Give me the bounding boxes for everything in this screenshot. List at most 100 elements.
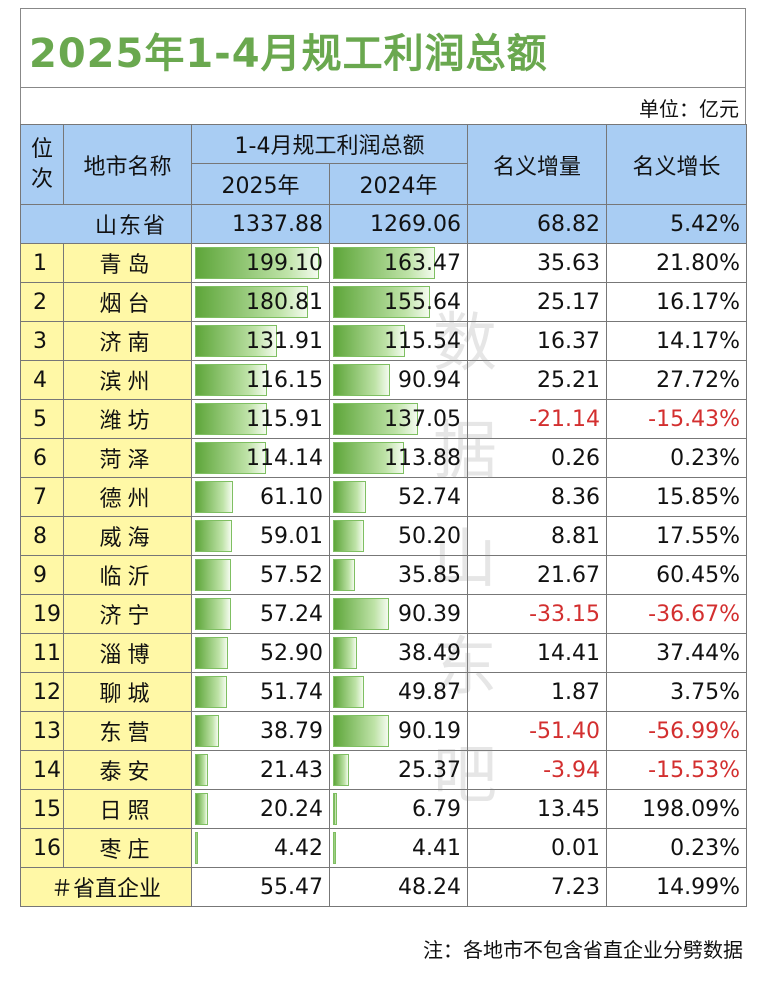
rank-cell: 12 xyxy=(20,672,64,712)
bar-2024-cell: 115.54 xyxy=(329,321,468,361)
direct-increase: 7.23 xyxy=(467,867,607,907)
value-2024: 4.41 xyxy=(412,835,461,861)
bar-2025-cell: 61.10 xyxy=(191,477,330,517)
value-2024: 163.47 xyxy=(384,250,461,276)
table-row: 14 泰安 21.43 25.37 -3.94 -15.53% xyxy=(20,750,747,790)
direct-2025: 55.47 xyxy=(191,867,330,907)
province-growth: 5.42% xyxy=(606,204,747,244)
value-2025: 38.79 xyxy=(260,718,323,744)
table-row: 3 济南 131.91 115.54 16.37 14.17% xyxy=(20,321,747,361)
value-2025: 131.91 xyxy=(246,328,323,354)
bar-2024 xyxy=(333,364,390,396)
growth-cell: 15.85% xyxy=(606,477,747,517)
value-2025: 199.10 xyxy=(246,250,323,276)
city-cell: 东营 xyxy=(63,711,192,751)
table-row: 13 东营 38.79 90.19 -51.40 -56.99% xyxy=(20,711,747,751)
table-row: 11 淄博 52.90 38.49 14.41 37.44% xyxy=(20,633,747,673)
header-profit-group: 1-4月规工利润总额 xyxy=(191,124,468,164)
city-cell: 济南 xyxy=(63,321,192,361)
increase-cell: 14.41 xyxy=(467,633,607,673)
value-2024: 50.20 xyxy=(398,523,461,549)
value-2024: 6.79 xyxy=(412,796,461,822)
bar-2025-cell: 21.43 xyxy=(191,750,330,790)
value-2024: 35.85 xyxy=(398,562,461,588)
bar-2024-cell: 25.37 xyxy=(329,750,468,790)
province-name: 山东省 xyxy=(20,204,192,244)
bar-2024 xyxy=(333,676,364,708)
bar-2025-cell: 180.81 xyxy=(191,282,330,322)
province-2024: 1269.06 xyxy=(329,204,468,244)
province-row: 山东省 1337.88 1269.06 68.82 5.42% xyxy=(20,204,747,244)
growth-cell: 3.75% xyxy=(606,672,747,712)
bar-2025-cell: 51.74 xyxy=(191,672,330,712)
increase-cell: 8.81 xyxy=(467,516,607,556)
bar-2025 xyxy=(195,598,231,630)
rank-cell: 3 xyxy=(20,321,64,361)
table-row: 16 枣庄 4.42 4.41 0.01 0.23% xyxy=(20,828,747,868)
value-2025: 52.90 xyxy=(260,640,323,666)
city-cell: 聊城 xyxy=(63,672,192,712)
growth-cell: 0.23% xyxy=(606,828,747,868)
table-row: 6 菏泽 114.14 113.88 0.26 0.23% xyxy=(20,438,747,478)
bar-2024-cell: 50.20 xyxy=(329,516,468,556)
bar-2024 xyxy=(333,559,355,591)
direct-enterprise-row: ＃省直企业 55.47 48.24 7.23 14.99% xyxy=(20,867,747,907)
city-cell: 烟台 xyxy=(63,282,192,322)
bar-2024 xyxy=(333,247,435,279)
header-rank-label: 位次 xyxy=(31,136,54,192)
bar-2025-cell: 199.10 xyxy=(191,243,330,283)
bar-2025-cell: 116.15 xyxy=(191,360,330,400)
header-city: 地市名称 xyxy=(63,124,192,205)
province-increase: 68.82 xyxy=(467,204,607,244)
table-row: 4 滨州 116.15 90.94 25.21 27.72% xyxy=(20,360,747,400)
bar-2024 xyxy=(333,598,389,630)
bar-2025 xyxy=(195,559,231,591)
rank-cell: 19 xyxy=(20,594,64,634)
city-cell: 滨州 xyxy=(63,360,192,400)
direct-label: ＃省直企业 xyxy=(20,867,192,907)
bar-2025-cell: 57.52 xyxy=(191,555,330,595)
increase-cell: -3.94 xyxy=(467,750,607,790)
rank-cell: 7 xyxy=(20,477,64,517)
growth-cell: 16.17% xyxy=(606,282,747,322)
city-cell: 济宁 xyxy=(63,594,192,634)
rank-cell: 6 xyxy=(20,438,64,478)
rank-cell: 8 xyxy=(20,516,64,556)
page-title: 2025年1-4月规工利润总额 xyxy=(29,31,548,77)
growth-cell: -15.43% xyxy=(606,399,747,439)
growth-cell: 0.23% xyxy=(606,438,747,478)
bar-2024 xyxy=(333,754,349,786)
growth-cell: -56.99% xyxy=(606,711,747,751)
bar-2024-cell: 90.39 xyxy=(329,594,468,634)
bar-2024-cell: 6.79 xyxy=(329,789,468,829)
increase-cell: 25.21 xyxy=(467,360,607,400)
bar-2025 xyxy=(195,793,208,825)
value-2025: 180.81 xyxy=(246,289,323,315)
bar-2025 xyxy=(195,403,267,435)
value-2024: 137.05 xyxy=(384,406,461,432)
province-name-label: 山东省 xyxy=(94,214,167,239)
bar-2024 xyxy=(333,832,336,864)
unit-row: 单位：亿元 xyxy=(20,87,746,124)
bar-2024 xyxy=(333,715,389,747)
value-2025: 51.74 xyxy=(260,679,323,705)
bar-2024-cell: 90.94 xyxy=(329,360,468,400)
direct-2024: 48.24 xyxy=(329,867,468,907)
rank-cell: 1 xyxy=(20,243,64,283)
city-cell: 菏泽 xyxy=(63,438,192,478)
growth-cell: 37.44% xyxy=(606,633,747,673)
bar-2025 xyxy=(195,832,198,864)
bar-2024-cell: 155.64 xyxy=(329,282,468,322)
value-2024: 113.88 xyxy=(384,445,461,471)
growth-cell: 21.80% xyxy=(606,243,747,283)
bar-2025-cell: 114.14 xyxy=(191,438,330,478)
bar-2025-cell: 4.42 xyxy=(191,828,330,868)
bar-2024 xyxy=(333,286,430,318)
city-cell: 威海 xyxy=(63,516,192,556)
increase-cell: 16.37 xyxy=(467,321,607,361)
report-frame: 2025年1-4月规工利润总额 单位：亿元 位次 地市名称 1-4月规工利润总额… xyxy=(20,8,747,907)
bar-2025-cell: 131.91 xyxy=(191,321,330,361)
table-row: 5 潍坊 115.91 137.05 -21.14 -15.43% xyxy=(20,399,747,439)
bar-2025-cell: 115.91 xyxy=(191,399,330,439)
bar-2024-cell: 163.47 xyxy=(329,243,468,283)
